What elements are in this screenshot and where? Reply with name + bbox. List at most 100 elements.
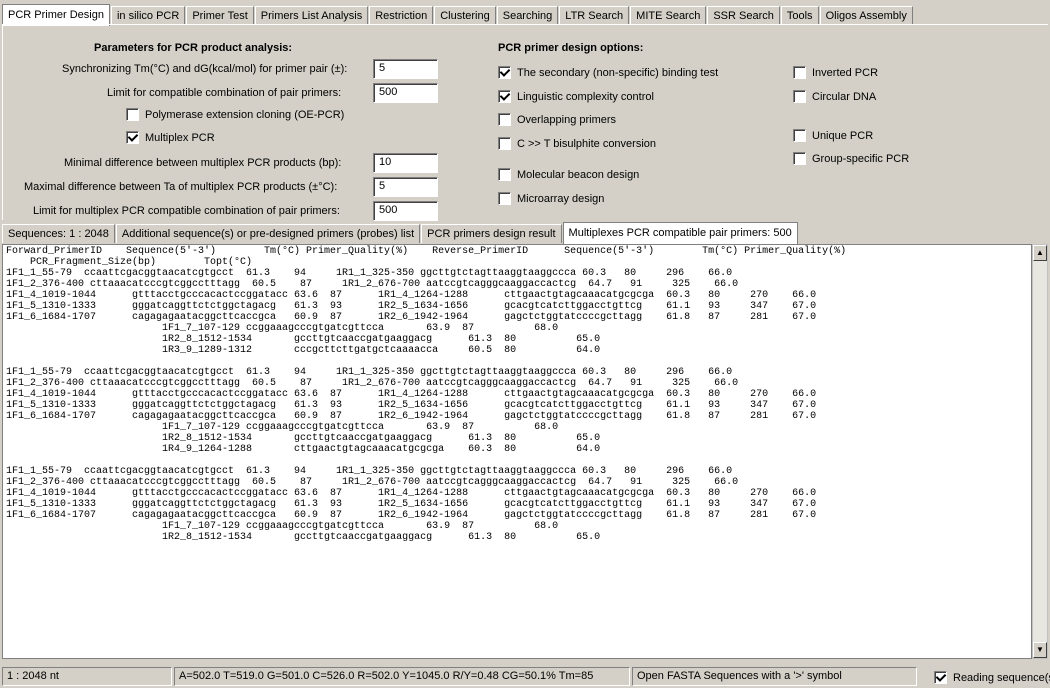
tab-mite-search[interactable]: MITE Search xyxy=(630,6,707,25)
tab-clustering[interactable]: Clustering xyxy=(434,6,496,25)
params-header: Parameters for PCR product analysis: xyxy=(94,42,293,54)
oe-pcr-label: Polymerase extension cloning (OE-PCR) xyxy=(145,108,345,121)
reading-sequences-label: Reading sequence(s) xyxy=(953,671,1050,684)
bisulphite-conversion-checkbox[interactable]: C >> T bisulphite conversion xyxy=(498,137,656,150)
checkbox-box xyxy=(793,129,806,142)
circular-dna-label: Circular DNA xyxy=(812,90,877,103)
unique-pcr-checkbox[interactable]: Unique PCR xyxy=(793,129,873,142)
reading-sequences-checkbox[interactable]: Reading sequence(s) xyxy=(934,671,1050,684)
output-line: 1F1_1_55-79 ccaattcgacggtaacatcgtgcct 61… xyxy=(6,268,733,279)
checkbox-box xyxy=(498,192,511,205)
linguistic-complexity-checkbox[interactable]: Linguistic complexity control xyxy=(498,90,654,103)
checkbox-checked xyxy=(498,90,511,103)
checkbox-checked xyxy=(126,131,139,144)
checkbox-box xyxy=(498,137,511,150)
limit-label: Limit for compatible combination of pair… xyxy=(107,87,342,99)
output-line: 1F1_6_1684-1707 cagagagaatacggcttcaccgca… xyxy=(6,312,817,323)
output-line: 1F1_6_1684-1707 cagagagaatacggcttcaccgca… xyxy=(6,411,817,422)
output-line: 1R2_8_1512-1534 gccttgtcaaccgatgaaggacg … xyxy=(162,334,601,345)
group-specific-pcr-checkbox[interactable]: Group-specific PCR xyxy=(793,152,909,165)
tab-multiplex-pairs[interactable]: Multiplexes PCR compatible pair primers:… xyxy=(562,222,798,244)
results-text: Forward_PrimerID Sequence(5'-3') Tm(°C) … xyxy=(3,245,1031,544)
overlapping-primers-checkbox[interactable]: Overlapping primers xyxy=(498,113,616,126)
checkbox-box xyxy=(126,108,139,121)
output-line: 1F1_7_107-129 ccggaaagcccgtgatcgttcca 63… xyxy=(162,521,559,532)
checkbox-box xyxy=(498,113,511,126)
tab-sequences[interactable]: Sequences: 1 : 2048 xyxy=(2,224,115,243)
max-diff-input[interactable]: 5 xyxy=(373,177,438,197)
secondary-binding-label: The secondary (non-specific) binding tes… xyxy=(517,66,719,79)
scroll-up-icon[interactable]: ▲ xyxy=(1033,245,1047,261)
output-line: PCR_Fragment_Size(bp) Topt(°C) xyxy=(30,257,253,268)
output-line: 1F1_1_55-79 ccaattcgacggtaacatcgtgcct 61… xyxy=(6,367,733,378)
status-bar: 1 : 2048 nt A=502.0 T=519.0 G=501.0 C=52… xyxy=(0,664,1050,688)
output-line: 1F1_2_376-400 cttaaacatcccgtcggcctttagg … xyxy=(6,279,739,290)
tab-primers-list-analysis[interactable]: Primers List Analysis xyxy=(254,6,369,25)
tab-restriction[interactable]: Restriction xyxy=(369,6,434,25)
checkbox-box xyxy=(793,66,806,79)
output-line: 1F1_7_107-129 ccggaaagcccgtgatcgttcca 63… xyxy=(162,422,559,433)
molecular-beacon-checkbox[interactable]: Molecular beacon design xyxy=(498,168,639,181)
output-line: 1F1_6_1684-1707 cagagagaatacggcttcaccgca… xyxy=(6,510,817,521)
microarray-design-checkbox[interactable]: Microarray design xyxy=(498,192,604,205)
status-composition: A=502.0 T=519.0 G=501.0 C=526.0 R=502.0 … xyxy=(174,667,630,686)
output-line: 1F1_5_1310-1333 gggatcaggttctctggctagacg… xyxy=(6,301,817,312)
circular-dna-checkbox[interactable]: Circular DNA xyxy=(793,90,876,103)
microarray-design-label: Microarray design xyxy=(517,192,605,205)
checkbox-box xyxy=(498,168,511,181)
output-line: 1R2_8_1512-1534 gccttgtcaaccgatgaaggacg … xyxy=(162,433,601,444)
group-specific-pcr-label: Group-specific PCR xyxy=(812,152,910,165)
tab-searching[interactable]: Searching xyxy=(496,6,559,25)
max-diff-label: Maximal difference between Ta of multipl… xyxy=(24,181,338,193)
tab-oligos-assembly[interactable]: Oligos Assembly xyxy=(819,6,913,25)
inverted-pcr-checkbox[interactable]: Inverted PCR xyxy=(793,66,878,79)
molecular-beacon-label: Molecular beacon design xyxy=(517,168,640,181)
sync-input[interactable]: 5 xyxy=(373,59,438,79)
secondary-binding-checkbox[interactable]: The secondary (non-specific) binding tes… xyxy=(498,66,718,79)
output-line: 1F1_7_107-129 ccggaaagcccgtgatcgttcca 63… xyxy=(162,323,559,334)
checkbox-checked xyxy=(934,671,947,684)
sync-label: Synchronizing Tm(°C) and dG(kcal/mol) fo… xyxy=(62,63,348,75)
multiplex-pcr-checkbox[interactable]: Multiplex PCR xyxy=(126,131,215,144)
tab-ssr-search[interactable]: SSR Search xyxy=(707,6,780,25)
tab-pcr-primer-design[interactable]: PCR Primer Design xyxy=(2,4,110,26)
limit-input[interactable]: 500 xyxy=(373,83,438,103)
parameters-panel xyxy=(2,24,1048,220)
scroll-down-icon[interactable]: ▼ xyxy=(1033,642,1047,658)
checkbox-box xyxy=(793,90,806,103)
output-line: 1R3_9_1289-1312 cccgcttcttgatgctcaaaacca… xyxy=(162,345,601,356)
tab-primer-test[interactable]: Primer Test xyxy=(186,6,254,25)
output-line: 1F1_5_1310-1333 gggatcaggttctctggctagacg… xyxy=(6,400,817,411)
tab-ltr-search[interactable]: LTR Search xyxy=(559,6,630,25)
output-line: 1F1_5_1310-1333 gggatcaggttctctggctagacg… xyxy=(6,499,817,510)
tab-additional-sequences[interactable]: Additional sequence(s) or pre-designed p… xyxy=(115,224,421,243)
status-length: 1 : 2048 nt xyxy=(2,667,172,686)
overlapping-primers-label: Overlapping primers xyxy=(517,113,617,126)
tab-design-result[interactable]: PCR primers design result xyxy=(421,224,562,243)
multiplex-pcr-label: Multiplex PCR xyxy=(145,131,215,144)
tab-in-silico-pcr[interactable]: in silico PCR xyxy=(110,6,186,25)
unique-pcr-label: Unique PCR xyxy=(812,129,874,142)
tab-tools[interactable]: Tools xyxy=(780,6,819,25)
output-line: 1F1_2_376-400 cttaaacatcccgtcggcctttagg … xyxy=(6,378,739,389)
output-line: 1R4_9_1264-1288 cttgaactgtagcaaacatgcgcg… xyxy=(162,444,601,455)
output-line: 1F1_4_1019-1044 gtttacctgcccacactccggata… xyxy=(6,290,817,301)
min-diff-input[interactable]: 10 xyxy=(373,153,438,173)
checkbox-box xyxy=(793,152,806,165)
vertical-scrollbar[interactable]: ▲ ▼ xyxy=(1032,244,1048,659)
oe-pcr-checkbox[interactable]: Polymerase extension cloning (OE-PCR) xyxy=(126,108,344,121)
output-line: 1F1_4_1019-1044 gtttacctgcccacactccggata… xyxy=(6,389,817,400)
output-line: 1F1_2_376-400 cttaaacatcccgtcggcctttagg … xyxy=(6,477,739,488)
bisulphite-conversion-label: C >> T bisulphite conversion xyxy=(517,137,657,150)
output-line: Forward_PrimerID Sequence(5'-3') Tm(°C) … xyxy=(6,246,847,257)
status-fasta-hint: Open FASTA Sequences with a '>' symbol xyxy=(632,667,917,686)
mlimit-input[interactable]: 500 xyxy=(373,201,438,221)
inverted-pcr-label: Inverted PCR xyxy=(812,66,879,79)
main-tab-bar: PCR Primer Design in silico PCR Primer T… xyxy=(2,3,914,26)
mlimit-label: Limit for multiplex PCR compatible combi… xyxy=(33,205,340,217)
output-line: 1R2_8_1512-1534 gccttgtcaaccgatgaaggacg … xyxy=(162,532,601,543)
output-line: 1F1_1_55-79 ccaattcgacggtaacatcgtgcct 61… xyxy=(6,466,733,477)
output-line: 1F1_4_1019-1044 gtttacctgcccacactccggata… xyxy=(6,488,817,499)
results-text-area[interactable]: Forward_PrimerID Sequence(5'-3') Tm(°C) … xyxy=(2,244,1032,659)
min-diff-label: Minimal difference between multiplex PCR… xyxy=(64,157,342,169)
